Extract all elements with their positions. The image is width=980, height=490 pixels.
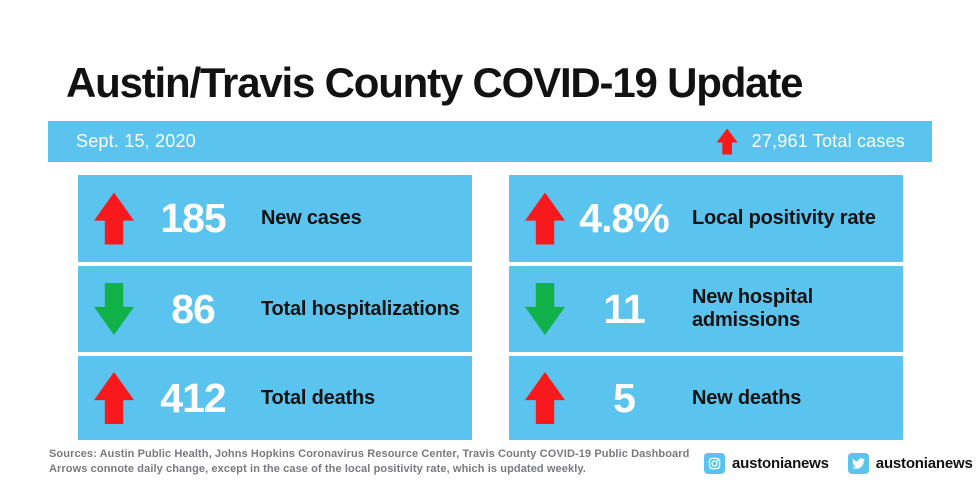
sources-line-2: Arrows connote daily change, except in t… bbox=[49, 462, 586, 475]
stat-value: 412 bbox=[160, 374, 226, 421]
stat-card-total-deaths: 412 Total deaths bbox=[78, 356, 472, 440]
sources-line-1: Sources: Austin Public Health, Johns Hop… bbox=[49, 448, 690, 460]
instagram-icon bbox=[704, 453, 725, 474]
up-arrow-icon bbox=[525, 192, 565, 245]
page-title: Austin/Travis County COVID-19 Update bbox=[66, 59, 803, 106]
stat-value: 11 bbox=[603, 285, 645, 332]
stat-card-total-hospitalizations: 86 Total hospitalizations bbox=[78, 266, 472, 352]
stat-label: Total hospitalizations bbox=[261, 297, 460, 320]
stat-value: 4.8% bbox=[579, 195, 669, 241]
total-cases-group: 27,961 Total cases bbox=[716, 121, 905, 162]
stat-card-new-deaths: 5 New deaths bbox=[509, 356, 903, 440]
sources-text: Sources: Austin Public Health, Johns Hop… bbox=[49, 447, 689, 476]
instagram-badge: austonianews bbox=[704, 453, 829, 474]
up-arrow-icon bbox=[94, 192, 134, 245]
date-bar: Sept. 15, 2020 27,961 Total cases bbox=[48, 121, 932, 162]
twitter-icon bbox=[847, 453, 869, 474]
stat-label: Total deaths bbox=[261, 386, 375, 409]
up-arrow-icon bbox=[94, 372, 134, 424]
up-arrow-icon bbox=[525, 372, 565, 424]
up-arrow-icon bbox=[716, 128, 738, 155]
stat-value: 86 bbox=[171, 285, 216, 332]
date-label: Sept. 15, 2020 bbox=[76, 131, 196, 151]
twitter-handle: austonianews bbox=[875, 455, 973, 472]
instagram-handle: austonianews bbox=[732, 455, 829, 472]
total-cases-label: 27,961 Total cases bbox=[751, 131, 905, 151]
stat-label: New cases bbox=[261, 207, 362, 229]
down-arrow-icon bbox=[525, 283, 565, 335]
stat-card-new-hospital-admissions: 11 New hospital admissions bbox=[509, 266, 903, 352]
stat-label: Local positivity rate bbox=[692, 207, 876, 229]
stat-label: New hospital admissions bbox=[692, 286, 813, 331]
stat-value: 5 bbox=[613, 374, 636, 421]
social-group: austonianews austonianews bbox=[704, 453, 973, 474]
stat-label: New deaths bbox=[692, 386, 802, 409]
stat-card-new-cases: 185 New cases bbox=[78, 175, 472, 262]
down-arrow-icon bbox=[94, 283, 134, 335]
twitter-badge: austonianews bbox=[847, 453, 973, 474]
stats-grid: 185 New cases 86 Total hospitalizations … bbox=[78, 175, 903, 440]
stat-card-local-positivity-rate: 4.8% Local positivity rate bbox=[509, 175, 903, 262]
stat-value: 185 bbox=[160, 195, 226, 241]
